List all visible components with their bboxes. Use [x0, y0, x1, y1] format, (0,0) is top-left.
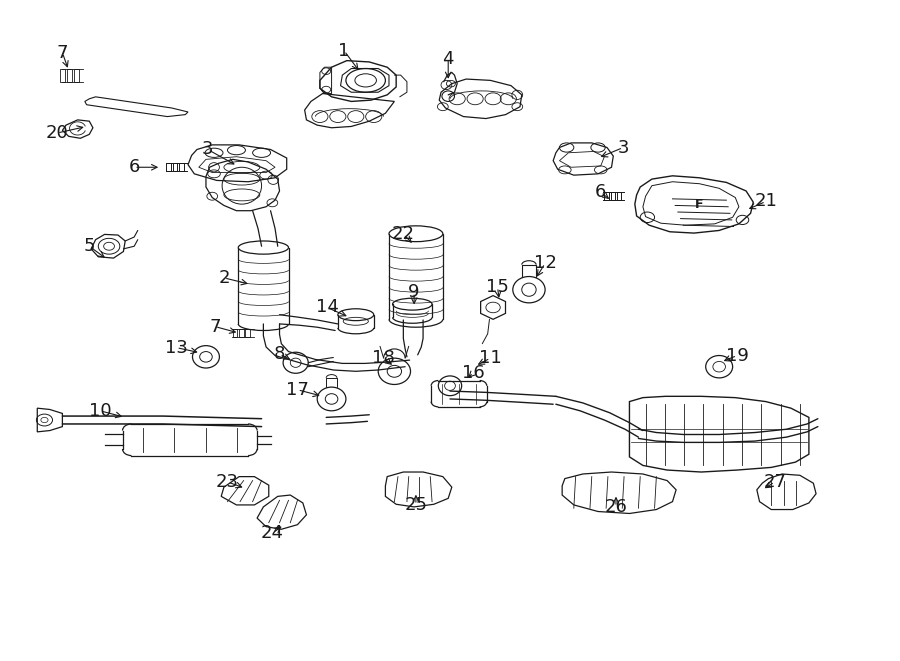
Text: 3: 3 [617, 139, 629, 157]
Text: 3: 3 [202, 141, 213, 159]
Text: 1: 1 [338, 42, 350, 59]
Text: 10: 10 [89, 402, 112, 420]
Text: 19: 19 [725, 346, 749, 364]
Text: 27: 27 [763, 473, 787, 491]
Text: 21: 21 [754, 192, 778, 210]
Text: 16: 16 [462, 364, 485, 381]
Bar [67, 69, 72, 82]
Text: 20: 20 [46, 124, 68, 142]
Text: 8: 8 [274, 345, 285, 363]
Text: 7: 7 [209, 317, 220, 336]
Text: 5: 5 [84, 237, 95, 255]
Bar [616, 192, 621, 200]
Bar [239, 329, 244, 337]
Text: 2: 2 [218, 269, 230, 287]
Bar [233, 329, 238, 337]
Text: 11: 11 [479, 349, 502, 367]
Text: F: F [695, 198, 704, 211]
Text: 17: 17 [286, 381, 309, 399]
Text: 6: 6 [595, 183, 607, 201]
Bar [59, 69, 65, 82]
Text: 24: 24 [261, 524, 284, 542]
Text: 22: 22 [392, 225, 415, 243]
Bar [610, 192, 615, 200]
Text: 6: 6 [129, 158, 140, 176]
Text: 14: 14 [316, 299, 338, 317]
Text: 7: 7 [57, 44, 68, 61]
Text: 23: 23 [216, 473, 239, 491]
Text: 13: 13 [165, 338, 188, 357]
Text: 25: 25 [404, 496, 428, 514]
Bar [166, 163, 171, 171]
Bar [246, 329, 250, 337]
Text: 15: 15 [486, 278, 509, 296]
Text: 4: 4 [443, 50, 454, 67]
Bar [74, 69, 79, 82]
Bar [173, 163, 177, 171]
Text: 12: 12 [534, 254, 556, 272]
Text: 18: 18 [373, 349, 395, 367]
Bar [179, 163, 184, 171]
Bar [604, 192, 608, 200]
Text: 9: 9 [409, 284, 420, 301]
Text: 26: 26 [605, 498, 627, 516]
